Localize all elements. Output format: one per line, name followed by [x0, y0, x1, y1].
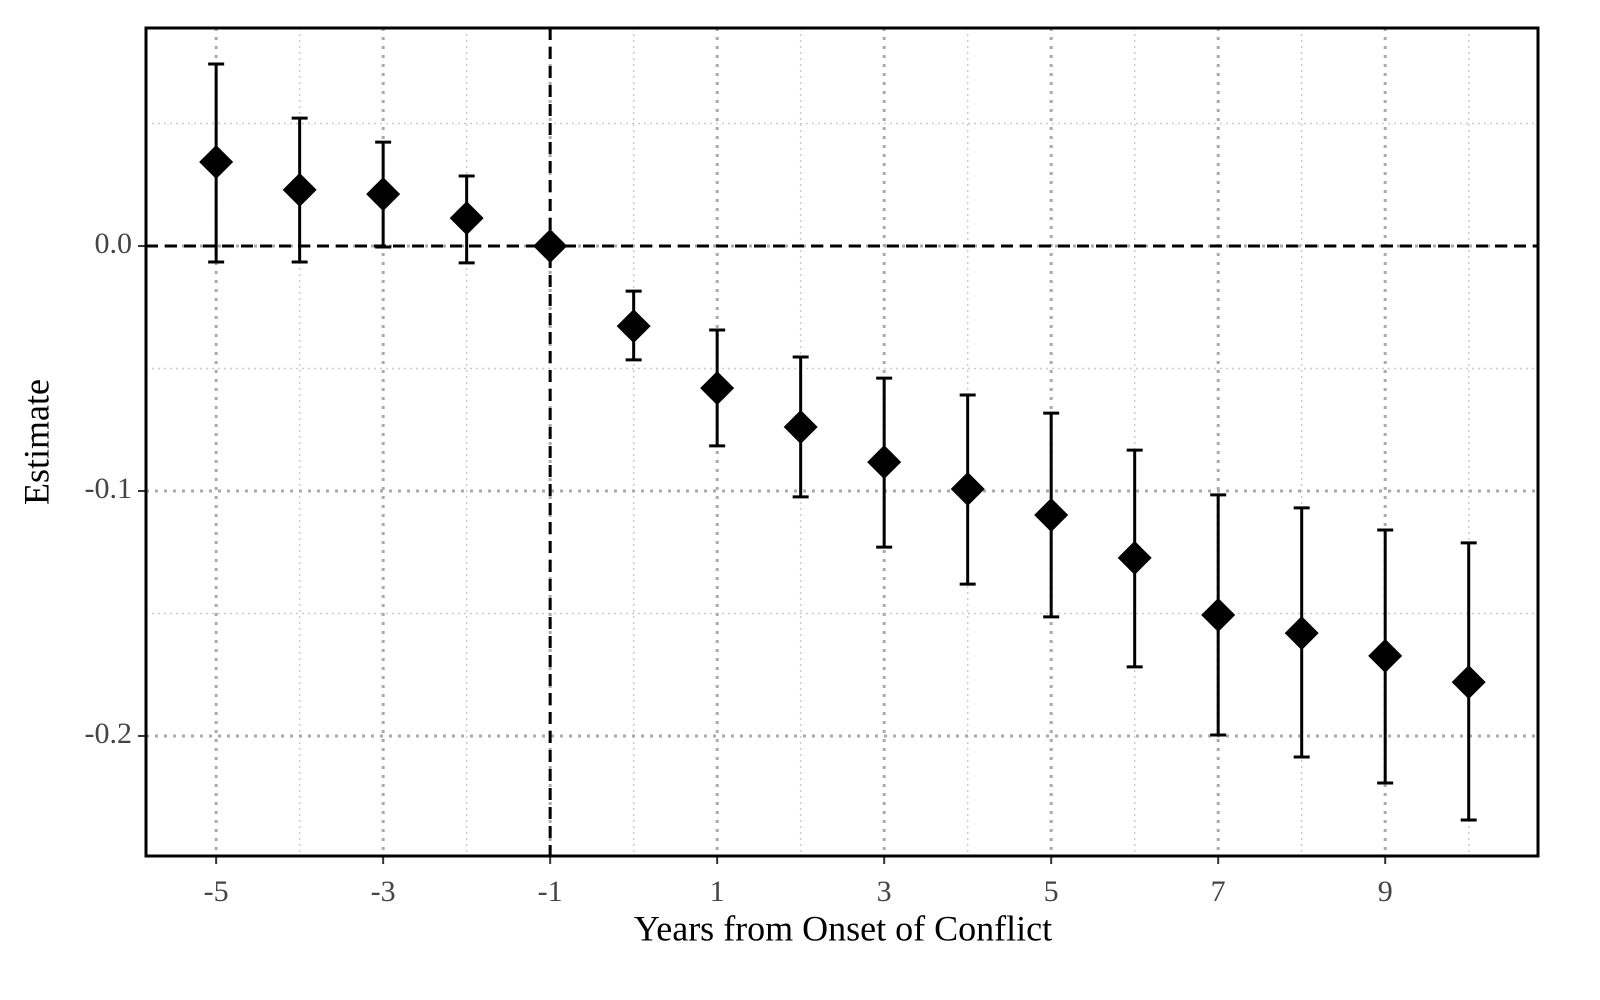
- x-tick-label: 3: [877, 875, 892, 908]
- point: [1451, 665, 1486, 700]
- point: [282, 172, 317, 207]
- point: [783, 410, 818, 445]
- point: [950, 472, 985, 507]
- plot-frame: [144, 26, 1540, 858]
- point: [1034, 498, 1069, 533]
- x-tick-label: -3: [371, 875, 396, 908]
- x-tick-label: 7: [1211, 875, 1226, 908]
- point: [1117, 540, 1152, 575]
- x-axis-title: Years from Onset of Conflict: [634, 908, 1052, 948]
- x-tick-label: 9: [1378, 875, 1393, 908]
- y-tick-label: 0.0: [95, 227, 133, 260]
- point: [616, 309, 651, 344]
- point: [700, 371, 735, 406]
- point: [1368, 638, 1403, 673]
- x-tick-label: 5: [1044, 875, 1059, 908]
- y-tick-label: -0.1: [85, 472, 133, 505]
- point: [867, 445, 902, 480]
- x-tick-label: 1: [710, 875, 725, 908]
- point: [533, 229, 568, 264]
- point: [1201, 597, 1236, 632]
- point: [366, 177, 401, 212]
- y-tick-label: -0.2: [85, 717, 133, 750]
- y-axis-title: Estimate: [16, 379, 56, 505]
- point: [199, 144, 234, 179]
- x-tick-label: -5: [204, 875, 229, 908]
- point: [449, 201, 484, 236]
- point: [1284, 616, 1319, 651]
- x-tick-label: -1: [538, 875, 563, 908]
